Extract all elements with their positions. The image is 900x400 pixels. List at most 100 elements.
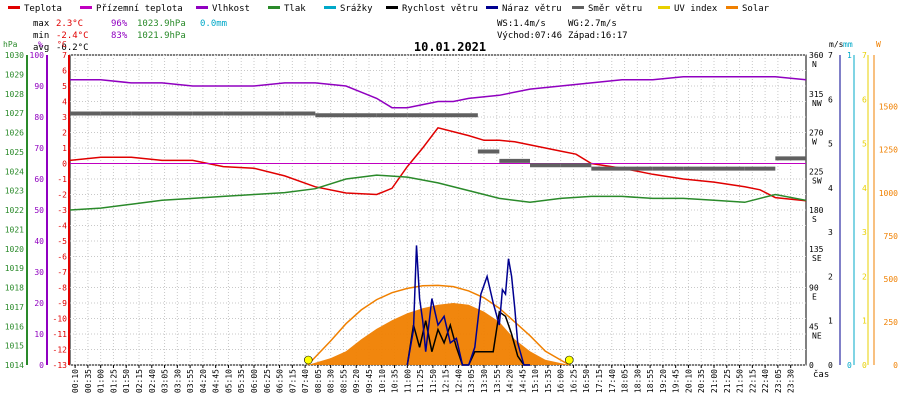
x-tick-16: 06:50 [276,369,285,393]
x-tick-7: 03:05 [161,369,170,393]
stat-min-press: 1021.9hPa [137,31,186,41]
x-tick-32: 13:30 [480,369,489,393]
dir-tick-6: 90 [809,284,819,293]
stat-max-press: 1023.9hPa [137,19,186,29]
x-tick-51: 21:25 [723,369,732,393]
legend-label-7: Směr větru [588,4,642,14]
wind-tick-6: 1 [828,317,833,326]
dir-label-2: W [812,138,817,147]
dir-label-3: SW [812,176,822,185]
legend-swatch-3 [268,6,280,9]
sunrise-time: Východ:07:46 [497,31,562,41]
dir-label-0: N [812,60,817,69]
series-6 [406,245,530,366]
stat-avg-temp: -0.2°C [56,43,89,53]
axes: 1030102910281027102610251024102310221021… [3,40,898,393]
dir-tick-3: 225 [809,167,824,176]
legend-label-8: UV index [674,4,718,14]
stat-max-label: max [33,19,50,29]
pressure-tick-0: 1030 [5,51,24,60]
x-tick-2: 01:00 [97,369,106,393]
humidity-tick-8: 20 [34,299,44,308]
x-tick-6: 02:40 [148,369,157,393]
x-tick-0: 00:10 [71,369,80,393]
legend-swatch-8 [658,6,670,9]
x-tick-35: 14:45 [518,369,527,393]
legend-label-3: Tlak [284,4,306,14]
pressure-tick-13: 1017 [5,303,24,312]
x-tick-5: 02:15 [135,369,144,393]
pressure-tick-4: 1026 [5,129,24,138]
pressure-tick-16: 1014 [5,361,24,370]
x-tick-8: 03:30 [173,369,182,393]
legend-label-4: Srážky [340,4,373,14]
series-2 [70,75,807,109]
series-solar-max-line [307,284,570,366]
pressure-tick-1: 1029 [5,70,24,79]
stat-max-hum: 96% [111,19,128,29]
x-tick-50: 21:00 [710,369,719,393]
stat-max-temp: 2.3°C [56,19,83,29]
humidity-tick-6: 40 [34,237,44,246]
uv-tick-6: 1 [862,317,867,326]
legend-swatch-9 [726,6,738,9]
sunset-time: Západ:16:17 [568,31,628,41]
x-tick-42: 17:40 [608,369,617,393]
uv-tick-2: 5 [862,140,867,149]
legend-swatch-2 [196,6,208,9]
sun-marker-sunset [564,355,574,365]
solar-tick-4: 500 [884,275,899,284]
temp-tick-5: 2 [62,129,67,138]
x-tick-22: 09:20 [352,369,361,393]
uv-tick-1: 6 [862,95,867,104]
pressure-tick-2: 1028 [5,90,24,99]
legend-label-2: Vlhkost [212,4,250,14]
temp-tick-1: 6 [62,67,67,76]
legend-label-5: Rychlost větru [402,4,478,14]
stat-max-rain: 0.0mm [200,19,227,29]
x-tick-10: 04:20 [199,369,208,393]
temp-tick-6: 1 [62,144,67,153]
x-tick-43: 18:05 [621,369,630,393]
x-tick-29: 12:15 [442,369,451,393]
x-tick-17: 07:15 [288,369,297,393]
x-tick-46: 19:20 [659,369,668,393]
pressure-tick-8: 1022 [5,206,24,215]
x-tick-24: 10:10 [378,369,387,393]
temp-tick-16: -9 [57,299,67,308]
solar-tick-6: 0 [893,361,898,370]
solar-tick-1: 1250 [879,146,898,155]
pressure-tick-14: 1016 [5,322,24,331]
temp-tick-10: -3 [57,206,67,215]
stat-min-label: min [33,31,49,41]
x-tick-23: 09:45 [365,369,374,393]
pressure-tick-10: 1020 [5,245,24,254]
rain-tick-1: 0 [847,361,852,370]
x-tick-14: 06:00 [250,369,259,393]
pressure-tick-6: 1024 [5,167,24,176]
legend-swatch-1 [80,6,92,9]
pressure-tick-5: 1025 [5,148,24,157]
pressure-unit: hPa [3,40,18,49]
uv-tick-7: 0 [862,361,867,370]
temp-tick-12: -5 [57,237,67,246]
uv-tick-4: 3 [862,228,867,237]
x-tick-20: 08:30 [327,369,336,393]
x-tick-26: 11:00 [403,369,412,393]
solar-tick-2: 1000 [879,189,898,198]
x-tick-31: 13:05 [467,369,476,393]
temp-tick-3: 4 [62,98,67,107]
x-tick-3: 01:25 [109,369,118,393]
solar-tick-3: 750 [884,232,899,241]
x-tick-48: 20:10 [684,369,693,393]
legend-swatch-5 [386,6,398,9]
wind-tick-3: 4 [828,184,833,193]
dir-label-4: S [812,215,817,224]
x-tick-47: 19:45 [672,369,681,393]
temp-tick-9: -2 [57,191,67,200]
temp-tick-19: -12 [53,346,68,355]
x-tick-56: 23:30 [787,369,796,393]
temp-tick-15: -8 [57,284,67,293]
x-tick-21: 08:55 [339,369,348,393]
